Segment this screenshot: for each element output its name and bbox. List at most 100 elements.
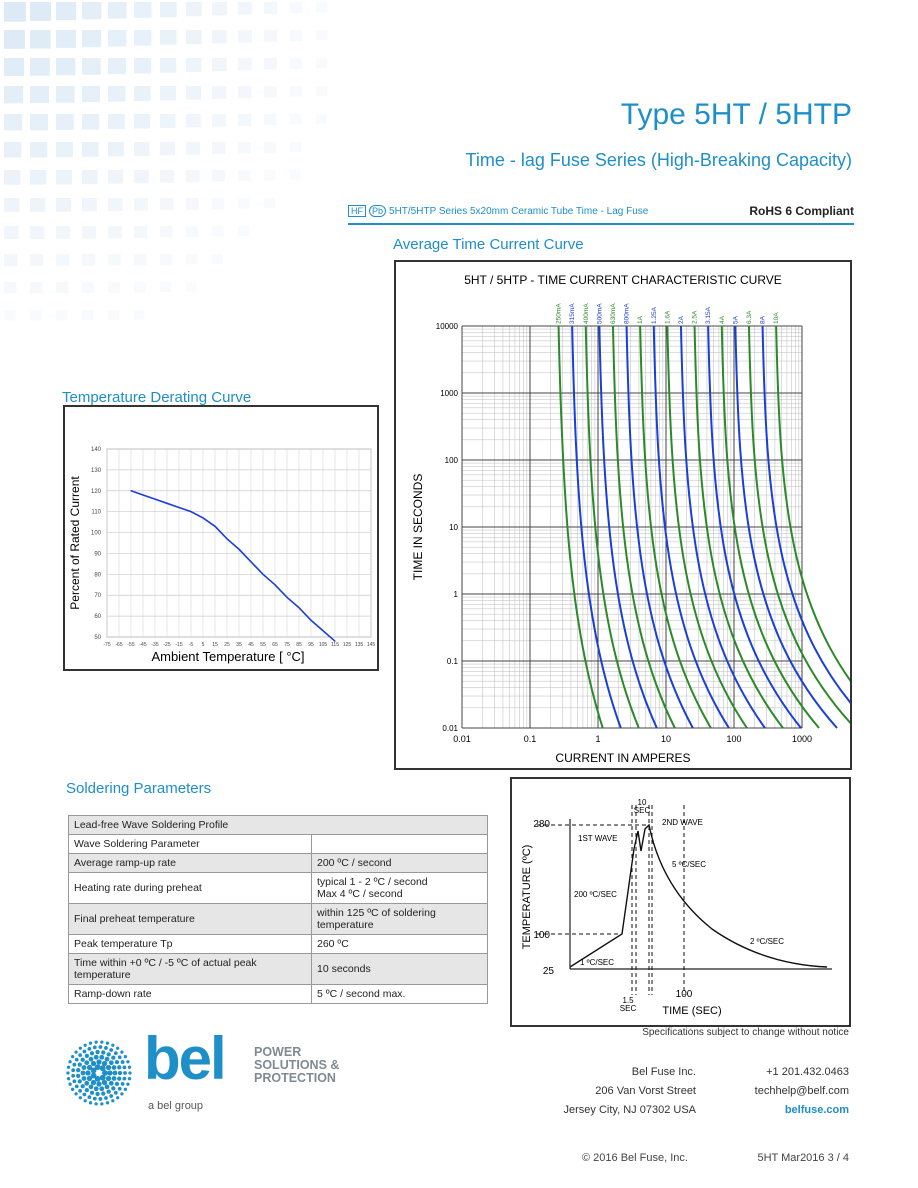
- logo-dot-78: [78, 1053, 83, 1058]
- rohs-compliance: RoHS 6 Compliant: [749, 204, 854, 218]
- wave-xlabel: TIME (SEC): [662, 1005, 721, 1017]
- email-link[interactable]: techhelp@belf.com: [754, 1085, 849, 1097]
- logo-dot-99: [88, 1101, 93, 1105]
- deco-square-12: [316, 2, 328, 13]
- derating-chart-frame: -75 -65 -55 -45 -35 -25 -15 -5 5 15 25 35 45 55 65 75 85…: [63, 405, 379, 671]
- deco-square-10: [264, 2, 278, 14]
- tcc-y-tick: 1000: [440, 389, 458, 398]
- derating-x-tick: 125: [343, 642, 352, 648]
- logo-dot-19: [112, 1070, 118, 1076]
- tcc-curve-6.3A: [747, 325, 856, 729]
- logo-dot-41: [106, 1089, 111, 1094]
- logo-dot-17: [101, 1060, 108, 1067]
- soldering-heading: Soldering Parameters: [66, 780, 212, 797]
- wave-y100: 100: [533, 930, 550, 941]
- tcc-curve-800mA: [625, 325, 694, 729]
- logo-dot-37: [117, 1070, 123, 1076]
- derating-point: [166, 502, 168, 504]
- derating-ylabel: Percent of Rated Current: [68, 476, 82, 610]
- deco-square-29: [82, 58, 101, 75]
- website-link[interactable]: belfuse.com: [784, 1104, 849, 1116]
- tcc-y-tick: 100: [445, 456, 459, 465]
- logo-dot-82: [98, 1045, 103, 1049]
- logo-dot-70: [82, 1092, 87, 1097]
- tcc-curve-3.15A: [707, 325, 802, 729]
- soldering-row: Time within +0 ºC / -5 ºC of actual peak…: [68, 953, 488, 985]
- deco-square-38: [316, 58, 328, 69]
- logo-dot-69: [87, 1095, 92, 1100]
- logo-dot-106: [66, 1071, 70, 1075]
- logo-dot-109: [70, 1055, 75, 1059]
- deco-square-33: [186, 58, 202, 72]
- logo-dot-67: [98, 1097, 103, 1101]
- logo-dot-64: [113, 1090, 118, 1095]
- soldering-param-value: 5 ºC / second max.: [311, 984, 488, 1004]
- derating-x-tick: -75: [103, 642, 110, 648]
- doc-reference: 5HT Mar2016 3 / 4: [757, 1152, 849, 1164]
- deco-square-54: [56, 114, 74, 130]
- tcc-rating-label: 4A: [719, 315, 726, 324]
- derating-y-tick: 100: [91, 531, 102, 537]
- logo-dot-76: [72, 1062, 77, 1067]
- logo-dot-98: [94, 1102, 98, 1106]
- logo-dot-45: [84, 1088, 90, 1093]
- logo-dot-57: [111, 1055, 116, 1060]
- derating-x-tick: -15: [175, 642, 182, 648]
- logo-dot-36: [111, 1065, 117, 1070]
- deco-square-3: [82, 2, 102, 20]
- logo-dot-62: [120, 1082, 125, 1086]
- deco-square-36: [264, 58, 277, 70]
- logo-dot-83: [104, 1046, 108, 1050]
- soldering-row: Peak temperature Tp 260 ºC: [68, 934, 488, 954]
- derating-x-tick: -45: [139, 642, 146, 648]
- logo-dot-112: [83, 1043, 87, 1047]
- derating-point: [286, 596, 288, 598]
- logo-dot-114: [94, 1040, 98, 1044]
- deco-square-59: [186, 114, 201, 128]
- logo-dot-10: [96, 1081, 102, 1087]
- tcc-y-tick: 10: [449, 523, 458, 532]
- address-block: Bel Fuse Inc. 206 Van Vorst Street Jerse…: [564, 1063, 696, 1120]
- deco-square-57: [134, 114, 151, 129]
- logo-dot-81: [92, 1045, 97, 1050]
- logo-dot-20: [111, 1076, 117, 1081]
- derating-y-tick: 70: [94, 593, 101, 599]
- logo-dot-92: [123, 1087, 128, 1091]
- soldering-param-value: [311, 834, 488, 854]
- decorative-square-pattern: [4, 2, 328, 321]
- derating-x-tick: 55: [260, 642, 266, 648]
- deco-square-130: [82, 310, 94, 321]
- soldering-param-value: 10 seconds: [311, 953, 488, 985]
- deco-square-67: [56, 142, 73, 158]
- deco-square-113: [82, 254, 96, 266]
- deco-square-90: [30, 198, 46, 212]
- logo-dot-111: [78, 1046, 82, 1050]
- deco-square-78: [30, 170, 47, 185]
- logo-dot-44: [89, 1090, 95, 1095]
- wave-second-label: 2ND WAVE: [662, 818, 703, 827]
- logo-dot-55: [101, 1050, 106, 1055]
- logo-dot-108: [68, 1060, 72, 1064]
- deco-square-80: [82, 170, 98, 185]
- spec-notice: Specifications subject to change without…: [642, 1027, 849, 1038]
- logo-dot-58: [114, 1059, 120, 1065]
- derating-x-tick: 45: [248, 642, 254, 648]
- deco-square-56: [108, 114, 125, 130]
- deco-square-25: [316, 30, 328, 41]
- derating-point: [190, 511, 192, 513]
- deco-square-76: [290, 142, 302, 153]
- logo-dot-4: [90, 1067, 97, 1074]
- deco-square-52: [4, 114, 23, 131]
- derating-point: [202, 517, 204, 519]
- tcc-curve-2.5A: [693, 325, 784, 729]
- deco-square-27: [30, 58, 50, 76]
- deco-square-40: [30, 86, 49, 104]
- deco-square-31: [134, 58, 152, 74]
- derating-point: [322, 630, 324, 632]
- logo-dot-61: [122, 1076, 127, 1081]
- deco-square-99: [264, 198, 275, 208]
- logo-dot-13: [85, 1070, 91, 1076]
- deco-square-7: [186, 2, 202, 17]
- series-header-bar: HF Pb 5HT/5HTP Series 5x20mm Ceramic Tube …: [348, 203, 854, 225]
- logo-dot-18: [105, 1064, 112, 1071]
